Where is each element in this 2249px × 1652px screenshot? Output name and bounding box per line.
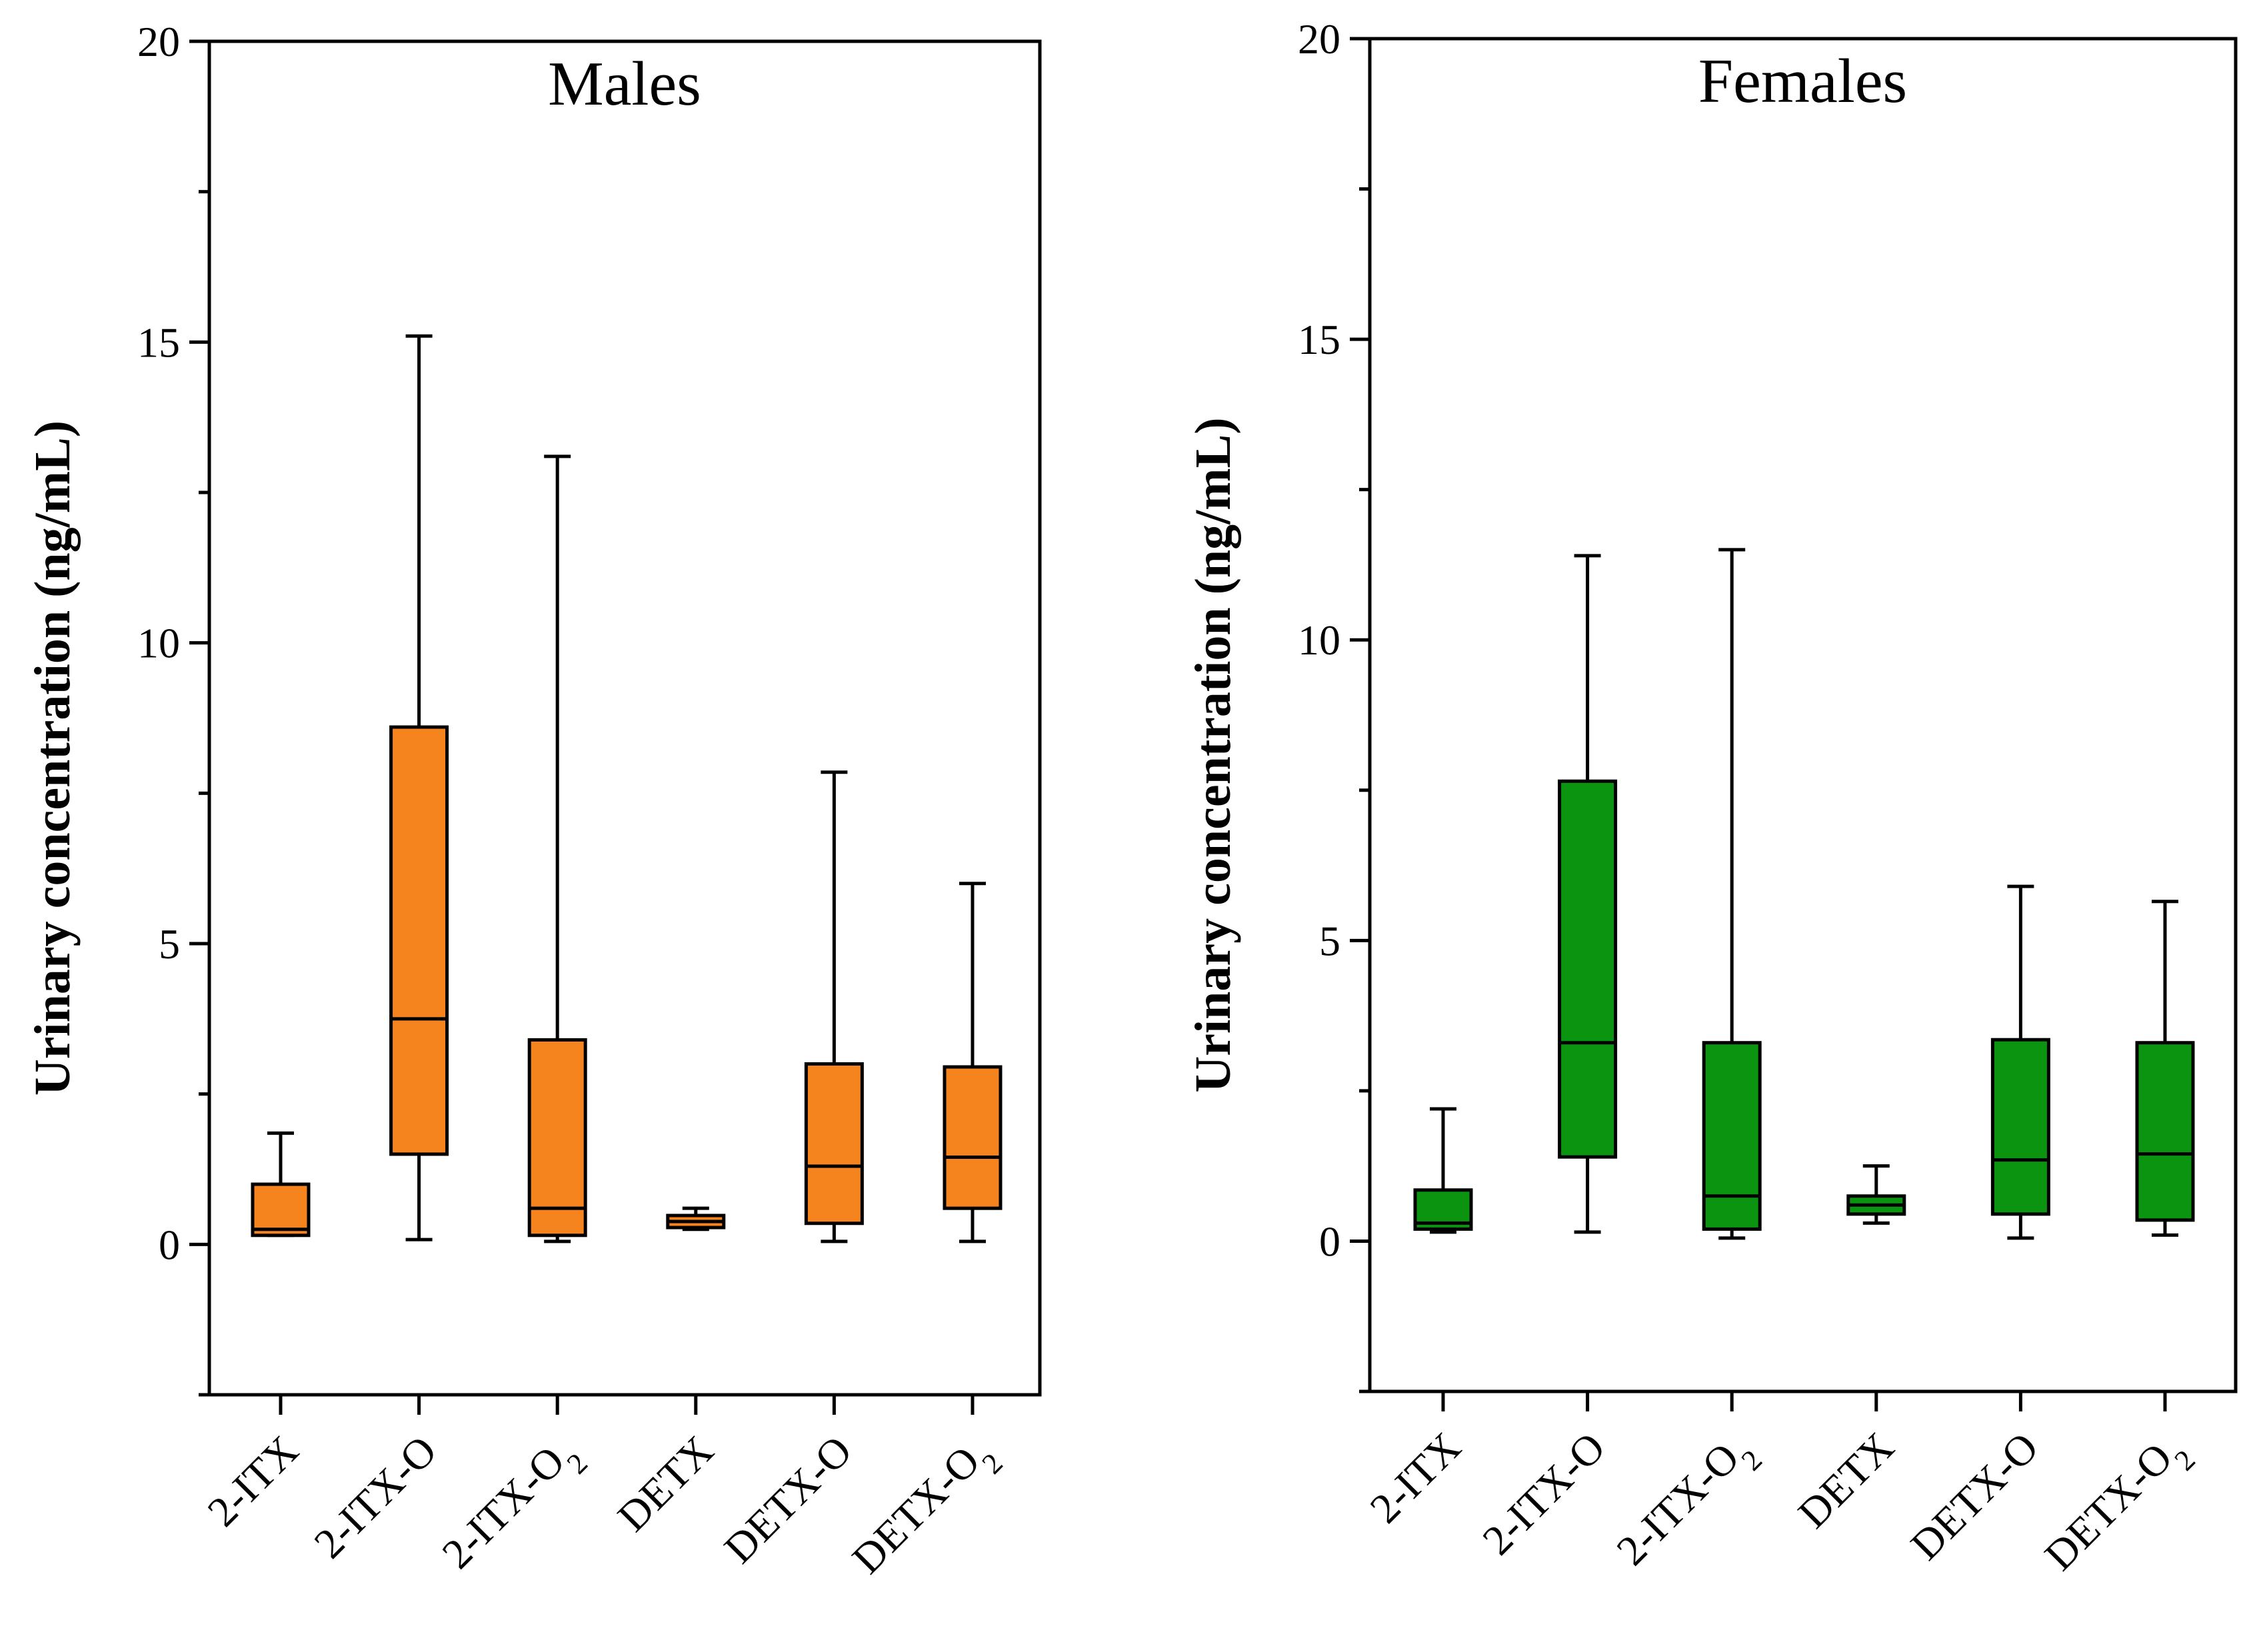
females-box-4 [1846, 1164, 1906, 1225]
males-ytick-label: 5 [159, 920, 180, 968]
males-box-5 [804, 770, 864, 1243]
males-ytick-label: 0 [159, 1221, 180, 1268]
males-box-2 [389, 334, 449, 1241]
males-ytick-label: 20 [137, 18, 180, 65]
iqr-box [1990, 1038, 2050, 1216]
males-ytick-label: 15 [137, 319, 180, 366]
males-box-6 [943, 882, 1003, 1243]
iqr-box [389, 725, 449, 1156]
iqr-box [804, 1062, 864, 1226]
iqr-box [251, 1182, 311, 1238]
females-ylabel: Urinary concentration (ng/mL) [1185, 417, 1241, 1092]
males-ylabel: Urinary concentration (ng/mL) [25, 420, 81, 1096]
females-plot-frame [1368, 37, 2238, 1393]
females-box-1 [1413, 1107, 1473, 1234]
iqr-box [1702, 1041, 1762, 1231]
males-plot-frame [207, 39, 1042, 1397]
males-ytick-label: 10 [137, 620, 180, 667]
females-title: Females [1698, 47, 1907, 116]
females-ytick-label: 15 [1298, 316, 1340, 363]
iqr-box [943, 1065, 1003, 1210]
males-box-4 [666, 1206, 726, 1232]
females-ytick-label: 5 [1319, 917, 1340, 964]
males-box-1 [251, 1131, 311, 1238]
females-box-3 [1702, 548, 1762, 1240]
females-box-2 [1558, 554, 1618, 1234]
females-ytick-label: 20 [1298, 15, 1340, 63]
iqr-box [527, 1038, 587, 1238]
males-box-3 [527, 454, 587, 1243]
iqr-box [1558, 779, 1618, 1159]
females-ytick-label: 0 [1319, 1218, 1340, 1265]
females-box-6 [2135, 900, 2195, 1237]
males-title: Males [548, 49, 701, 119]
females-ytick-label: 10 [1298, 616, 1340, 664]
females-box-5 [1990, 884, 2050, 1240]
iqr-box [2135, 1041, 2195, 1222]
